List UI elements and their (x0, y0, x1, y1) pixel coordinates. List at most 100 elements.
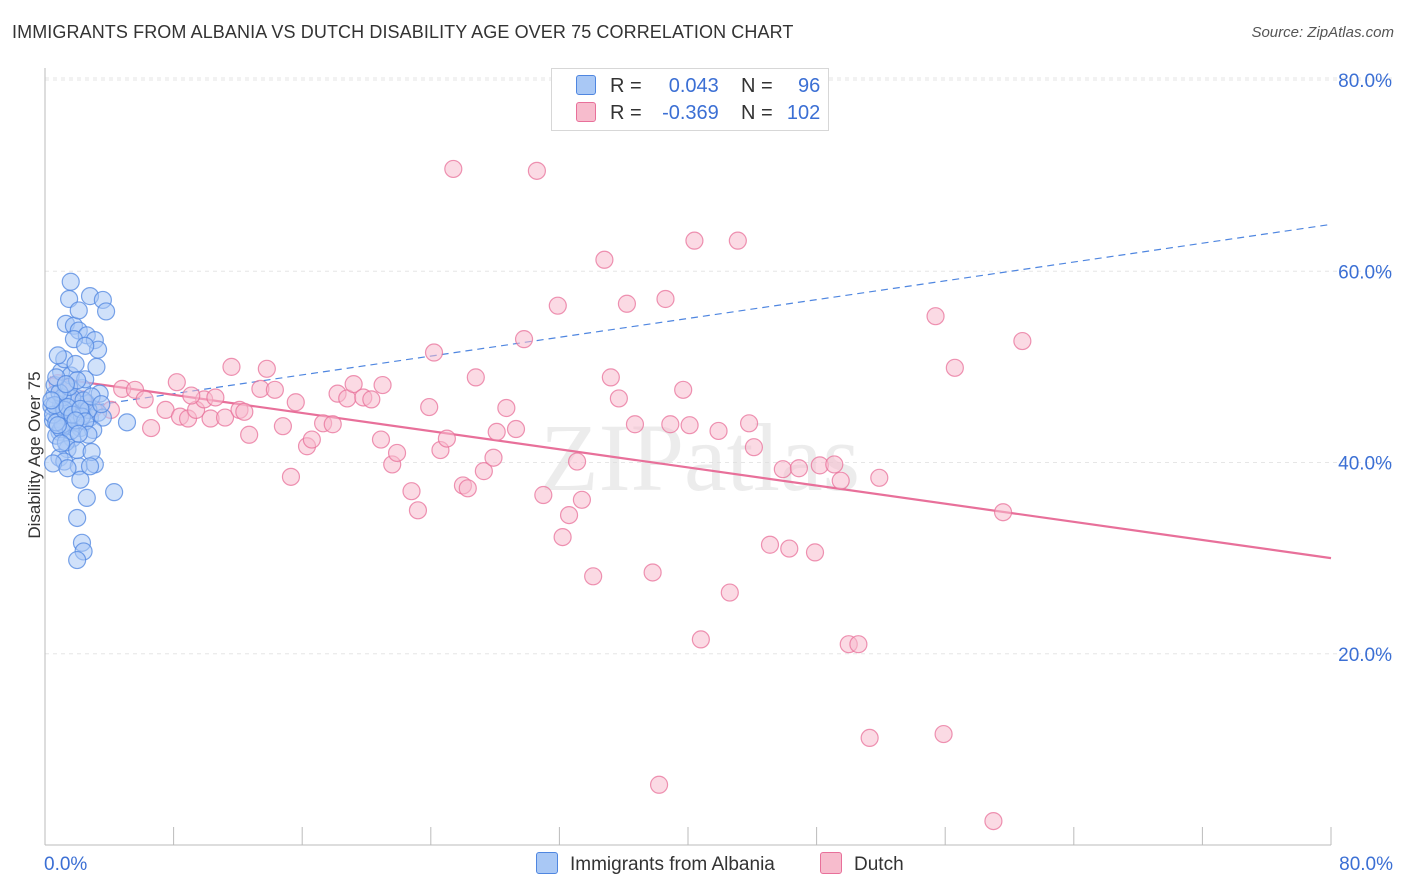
dutch-point (825, 455, 844, 474)
watermark: ZIPatlas (540, 404, 860, 511)
dutch-point (773, 460, 792, 479)
correlation-legend: R = 0.043 N = 96 R = -0.369 N = 102 (551, 68, 829, 131)
albania-point (48, 346, 67, 365)
dutch-point (728, 231, 747, 250)
bottom-legend-dutch: Dutch (820, 852, 904, 876)
dutch-point (514, 330, 534, 349)
dutch-point (649, 775, 669, 794)
dutch-point (617, 294, 637, 313)
dutch-point (680, 416, 699, 435)
y-tick-label: 60.0% (1338, 262, 1392, 283)
dutch-point (206, 388, 225, 407)
dutch-point (281, 467, 301, 486)
albania-point (56, 374, 75, 394)
dutch-point (744, 438, 764, 457)
dutch-point (265, 380, 284, 399)
dutch-point (373, 375, 392, 395)
dutch-point (141, 418, 161, 438)
albania-trend-line (49, 223, 1332, 413)
albania-legend-swatch (536, 852, 558, 874)
r-value: -0.369 (662, 102, 719, 124)
y-tick-label: 80.0% (1338, 71, 1392, 92)
source-label: Source: ZipAtlas.com (1251, 24, 1394, 41)
dutch-point (362, 390, 381, 409)
dutch-point (601, 368, 620, 387)
dutch-point (760, 535, 780, 554)
dutch-point (584, 567, 603, 586)
bottom-legend-albania: Immigrants from Albania (536, 852, 775, 876)
dutch-point (527, 161, 546, 180)
dutch-point (720, 583, 739, 602)
legend-row-albania: R = 0.043 N = 96 (576, 75, 820, 98)
dutch-point (805, 543, 825, 562)
albania-point (69, 301, 88, 320)
dutch-point (487, 422, 506, 441)
albania-point (105, 483, 124, 502)
dutch-point (709, 421, 728, 441)
dutch-point (661, 415, 680, 434)
dutch-point (458, 479, 477, 498)
chart-title: IMMIGRANTS FROM ALBANIA VS DUTCH DISABIL… (12, 22, 794, 42)
dutch-point (870, 468, 889, 487)
dutch-point (595, 250, 614, 269)
dutch-legend-label: Dutch (854, 854, 904, 875)
n-label: N = (741, 102, 773, 124)
albania-point (96, 302, 116, 321)
r-label: R = (610, 102, 642, 124)
dutch-point (548, 296, 567, 315)
dutch-point (240, 425, 259, 444)
dutch-point (567, 452, 587, 471)
albania-point (58, 459, 77, 478)
albania-swatch (576, 75, 596, 95)
y-tick-label: 40.0% (1338, 454, 1392, 475)
tick-labels: 20.0% 40.0% 60.0% 80.0% 0.0% 80.0% (44, 71, 1393, 875)
data-points (42, 159, 1032, 831)
dutch-point (444, 159, 463, 179)
axes (44, 68, 1332, 846)
dutch-point (849, 635, 868, 654)
albania-point (51, 434, 71, 453)
dutch-trend-line (49, 376, 1332, 560)
x-tick-label-min: 0.0% (44, 854, 87, 875)
dutch-point (420, 397, 439, 417)
r-value: 0.043 (668, 75, 719, 97)
albania-point (66, 354, 85, 374)
dutch-point (466, 368, 485, 387)
dutch-point (371, 430, 391, 449)
dutch-point (934, 724, 953, 744)
dutch-point (993, 503, 1013, 522)
gridlines (45, 77, 1392, 655)
albania-point (71, 470, 90, 489)
dutch-point (344, 374, 363, 394)
dutch-point (625, 415, 645, 434)
dutch-point (437, 429, 456, 448)
dutch-point (553, 527, 572, 547)
dutch-point (572, 490, 592, 509)
r-label: R = (610, 75, 642, 97)
dutch-point (497, 398, 516, 418)
dutch-point (860, 728, 879, 748)
albania-point (92, 395, 111, 414)
dutch-point (257, 359, 276, 378)
trend-lines (49, 223, 1332, 560)
dutch-point (182, 386, 201, 405)
dutch-point (926, 307, 945, 326)
x-tick-label-max: 80.0% (1339, 854, 1393, 875)
n-value: 96 (798, 75, 821, 97)
albania-point (68, 508, 87, 528)
dutch-point (789, 459, 809, 478)
albania-point (80, 457, 100, 476)
dutch-point (302, 430, 321, 449)
dutch-point (167, 373, 186, 392)
dutch-point (222, 357, 241, 376)
dutch-point (215, 408, 235, 427)
dutch-point (484, 448, 503, 467)
albania-point (117, 413, 137, 432)
dutch-point (739, 414, 759, 433)
dutch-point (506, 419, 526, 439)
dutch-point (286, 393, 305, 412)
dutch-point (685, 231, 704, 250)
n-value: 102 (786, 102, 821, 124)
dutch-point (656, 289, 675, 309)
dutch-point (235, 402, 254, 421)
